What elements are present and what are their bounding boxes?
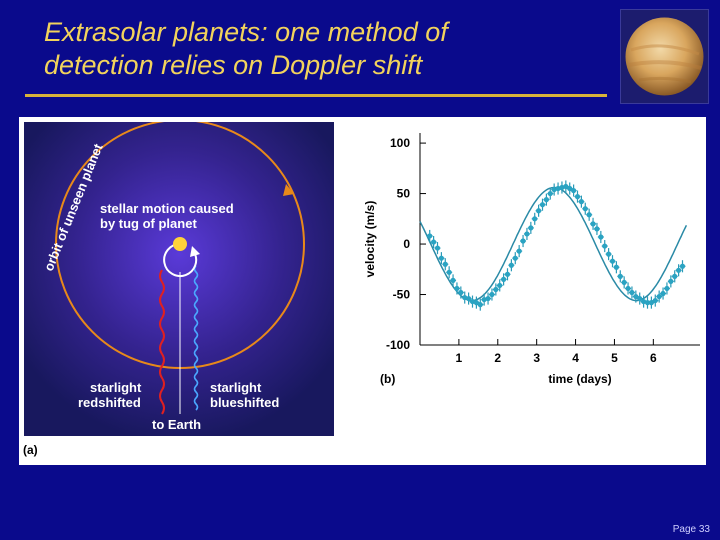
data-point	[539, 202, 546, 208]
velocity-chart: 100 50 0 -50 -100 1 2 3 4 5 6 time (days) velocity (…	[363, 133, 700, 386]
data-point	[477, 302, 483, 308]
x-tick-label: 1	[456, 351, 463, 365]
data-point	[679, 263, 686, 269]
redshift-wave	[159, 269, 165, 415]
x-tick-label: 3	[533, 351, 540, 365]
blue-label-line-2: blueshifted	[210, 395, 280, 410]
data-point	[637, 295, 643, 302]
x-tick-label: 2	[494, 351, 501, 365]
data-point	[571, 187, 577, 194]
data-point	[501, 276, 507, 282]
data-point	[582, 206, 588, 212]
data-point	[664, 285, 670, 292]
data-point	[563, 183, 569, 190]
data-point	[536, 208, 542, 214]
data-point	[676, 267, 682, 273]
data-point	[485, 295, 491, 302]
data-point	[602, 243, 608, 249]
data-point	[504, 271, 511, 277]
fit-curve	[419, 186, 688, 302]
data-point	[606, 251, 612, 257]
x-tick-label: 4	[572, 351, 579, 365]
y-tick-label: -100	[386, 338, 410, 352]
blueshift-wave	[193, 265, 199, 411]
data-point	[512, 255, 518, 261]
earth-label: to Earth	[152, 417, 202, 432]
motion-arrow-icon	[190, 246, 200, 257]
y-tick-label: -50	[393, 288, 411, 302]
data-point	[431, 239, 437, 245]
x-tick-label: 6	[650, 351, 657, 365]
data-point	[590, 221, 596, 227]
y-axis-label: velocity (m/s)	[363, 201, 377, 278]
data-point	[543, 197, 549, 203]
data-point	[442, 261, 448, 267]
x-axis-label: time (days)	[548, 372, 611, 386]
data-point	[609, 258, 616, 264]
data-point	[524, 231, 530, 237]
data-point	[613, 264, 619, 270]
title-line-2: detection relies on Doppler shift	[44, 50, 423, 80]
data-point	[633, 293, 639, 300]
data-point	[427, 233, 433, 239]
motion-label-line-2: by tug of planet	[100, 216, 197, 231]
data-point	[625, 285, 631, 292]
data-point	[434, 245, 441, 251]
orbit-arrow-icon	[283, 184, 294, 196]
data-point	[532, 216, 538, 222]
slide-title: Extrasolar planets: one method of detect…	[44, 16, 604, 82]
data-point	[586, 212, 592, 218]
red-label-line-2: redshifted	[78, 395, 141, 410]
data-point	[672, 273, 678, 279]
data-point	[629, 289, 635, 296]
data-point	[578, 199, 584, 205]
data-point	[644, 300, 651, 306]
data-point	[547, 190, 553, 197]
data-point	[473, 300, 479, 306]
data-point	[497, 282, 503, 289]
data-point	[567, 185, 573, 192]
figure-area: orbit of unseen planet stellar motion ca…	[19, 117, 706, 465]
data-point	[648, 300, 654, 306]
data-point	[621, 279, 627, 286]
title-underline	[25, 94, 607, 97]
red-label-line-1: starlight	[90, 380, 142, 395]
title-line-1: Extrasolar planets: one method of	[44, 17, 448, 47]
data-point	[598, 234, 604, 240]
data-point	[438, 255, 444, 261]
data-point	[656, 293, 662, 300]
data-point	[574, 194, 581, 200]
star-icon	[173, 237, 187, 251]
panel-a-letter: (a)	[23, 443, 38, 457]
motion-label-line-1: stellar motion caused	[100, 201, 234, 216]
blue-label-line-1: starlight	[210, 380, 262, 395]
y-tick-label: 100	[390, 136, 410, 150]
data-point	[660, 290, 666, 297]
data-point	[466, 295, 472, 302]
data-point	[508, 262, 514, 268]
y-tick-label: 50	[397, 187, 411, 201]
panel-b-letter: (b)	[380, 372, 395, 386]
data-point	[668, 278, 674, 284]
data-point	[516, 248, 522, 254]
data-point	[454, 285, 460, 292]
data-point	[493, 286, 499, 293]
data-point	[528, 225, 534, 231]
data-point	[489, 291, 495, 298]
data-point	[617, 273, 623, 279]
data-point	[652, 297, 658, 304]
data-point	[520, 238, 526, 244]
data-point	[446, 269, 452, 275]
venus-image	[620, 9, 709, 104]
data-point	[594, 226, 600, 232]
data-point	[458, 289, 464, 296]
data-point	[450, 277, 456, 283]
y-tick-label: 0	[403, 237, 410, 251]
stellar-motion-loop	[163, 243, 198, 277]
x-tick-label: 5	[611, 351, 618, 365]
page-number: Page 33	[672, 524, 710, 535]
doppler-diagram: orbit of unseen planet stellar motion ca…	[24, 122, 334, 436]
